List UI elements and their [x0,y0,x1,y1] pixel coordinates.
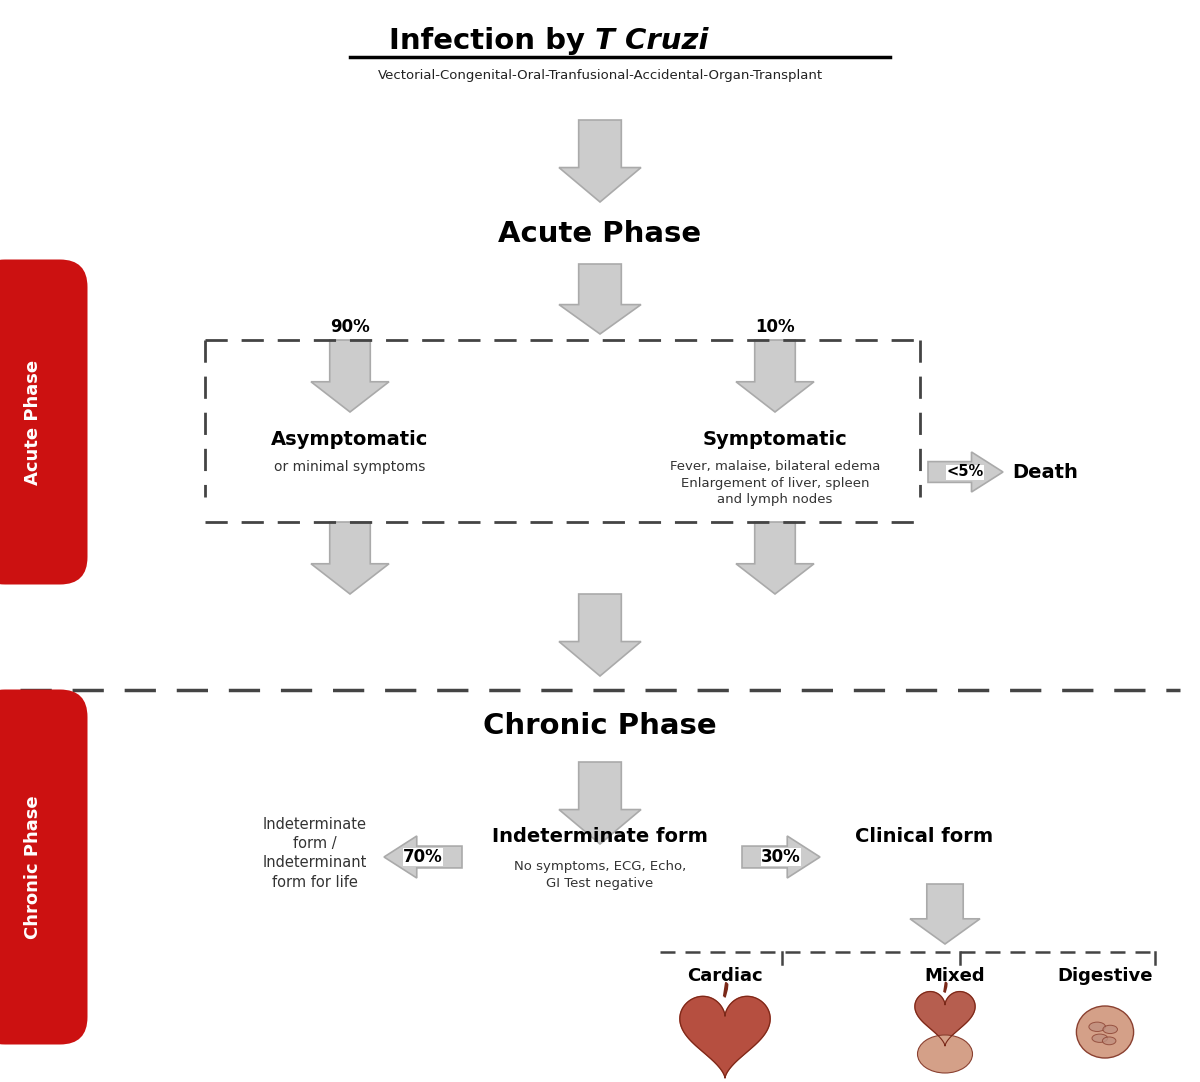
Text: Acute Phase: Acute Phase [498,220,702,248]
Text: <5%: <5% [947,464,984,479]
Polygon shape [559,120,641,202]
Text: Mixed: Mixed [925,967,985,985]
Text: No symptoms, ECG, Echo,
GI Test negative: No symptoms, ECG, Echo, GI Test negative [514,860,686,889]
Text: Fever, malaise, bilateral edema
Enlargement of liver, spleen
and lymph nodes: Fever, malaise, bilateral edema Enlargem… [670,460,880,506]
Text: or minimal symptoms: or minimal symptoms [275,460,426,474]
Text: Chronic Phase: Chronic Phase [24,795,42,939]
Polygon shape [680,997,770,1078]
Text: Indeterminate
form /
Indeterminant
form for life: Indeterminate form / Indeterminant form … [263,817,367,889]
Text: 90%: 90% [330,318,370,337]
FancyBboxPatch shape [0,689,88,1044]
Ellipse shape [1103,1026,1117,1033]
Ellipse shape [1088,1022,1105,1031]
FancyBboxPatch shape [0,260,88,584]
Text: Vectorial-Congenital-Oral-Tranfusional-Accidental-Organ-Transplant: Vectorial-Congenital-Oral-Tranfusional-A… [378,69,822,82]
Polygon shape [742,836,820,878]
Ellipse shape [1076,1006,1134,1058]
Text: Indeterminate form: Indeterminate form [492,827,708,846]
Polygon shape [311,522,389,594]
Polygon shape [910,884,980,944]
Polygon shape [736,522,814,594]
Text: T Cruzi: T Cruzi [595,27,708,55]
Text: Death: Death [1012,462,1078,481]
Text: 70%: 70% [403,848,443,866]
Polygon shape [559,264,641,334]
Text: 10%: 10% [755,318,794,337]
Polygon shape [559,594,641,676]
Polygon shape [311,340,389,412]
Text: Acute Phase: Acute Phase [24,359,42,485]
Text: Symptomatic: Symptomatic [703,430,847,449]
Text: Infection by: Infection by [389,27,595,55]
Polygon shape [384,836,462,878]
Polygon shape [736,340,814,412]
Text: 30%: 30% [761,848,800,866]
Polygon shape [559,762,641,844]
Text: Chronic Phase: Chronic Phase [484,712,716,740]
Ellipse shape [918,1035,972,1073]
Text: Cardiac: Cardiac [688,967,763,985]
Text: Asymptomatic: Asymptomatic [271,430,428,449]
Polygon shape [928,452,1003,492]
Polygon shape [914,991,976,1046]
Text: Clinical form: Clinical form [856,827,994,846]
Ellipse shape [1092,1034,1108,1042]
Text: Digestive: Digestive [1057,967,1153,985]
Ellipse shape [1103,1037,1116,1045]
